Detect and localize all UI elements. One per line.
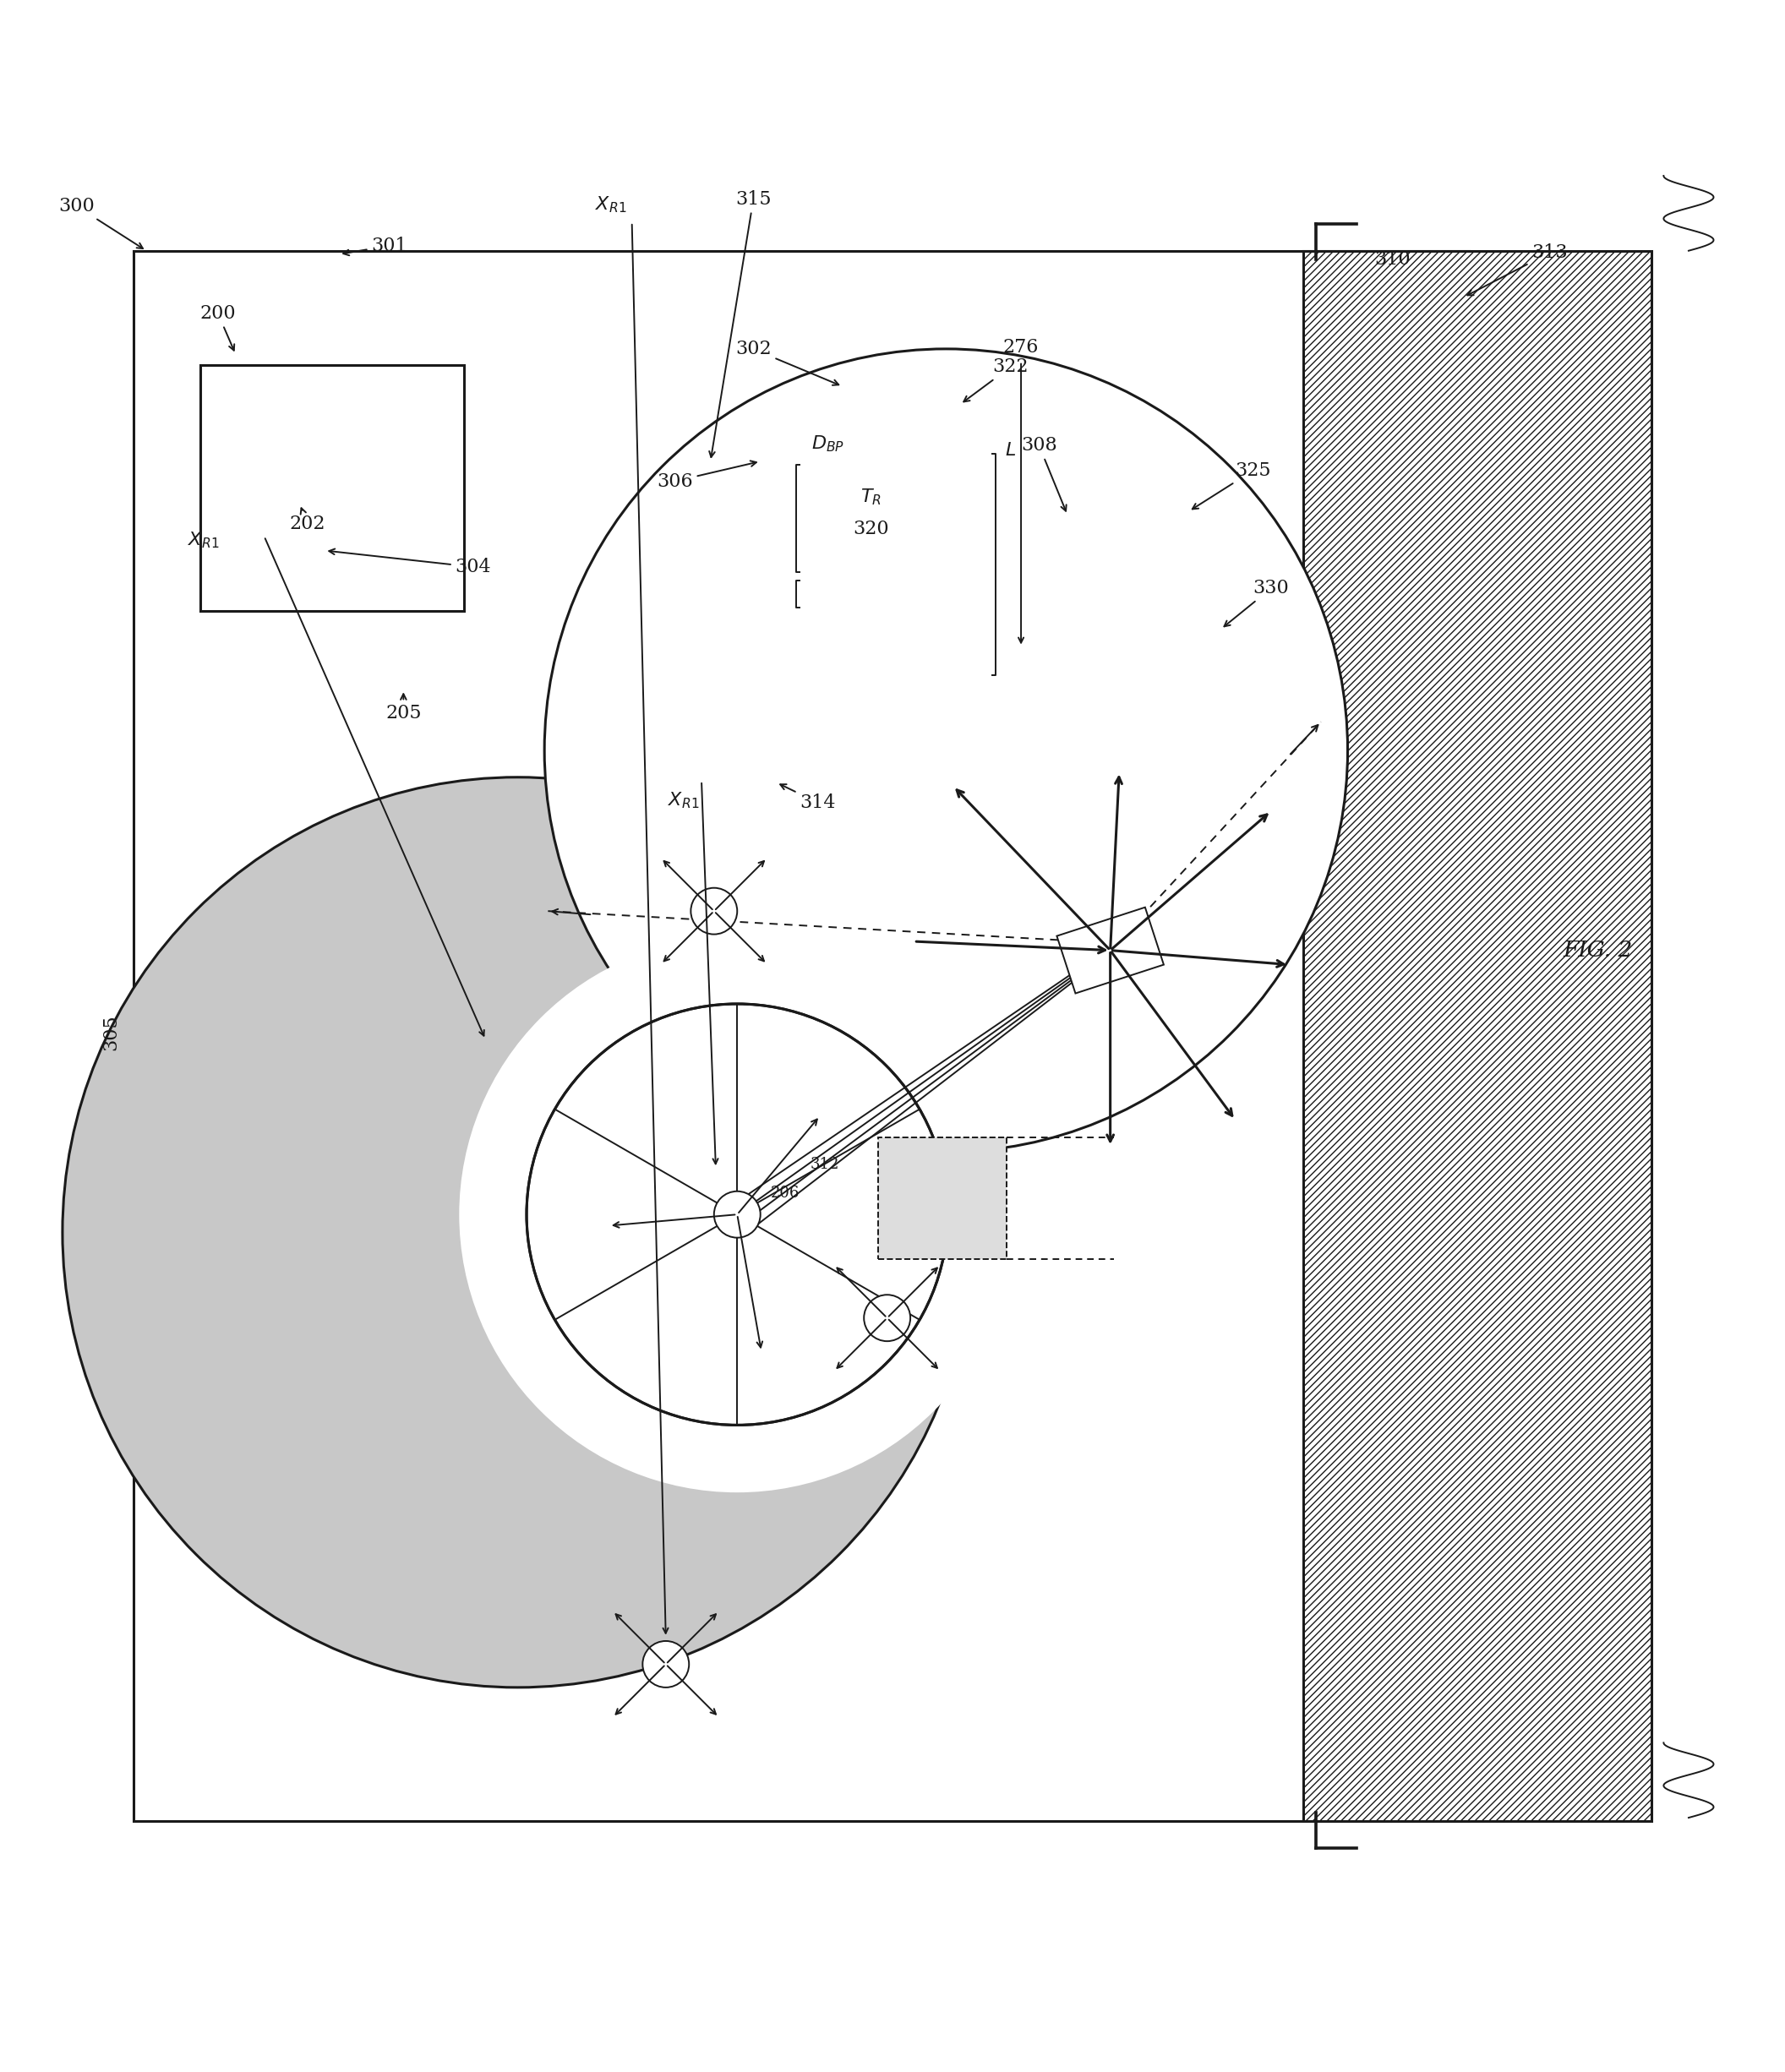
Text: 330: 330 (1225, 578, 1289, 626)
Text: 205: 205 (386, 694, 421, 723)
Bar (200, 365, 464, 611)
Text: 305: 305 (102, 1015, 120, 1051)
Text: 302: 302 (735, 340, 839, 385)
Bar (878, 1138, 1007, 1260)
Text: 308: 308 (1021, 437, 1066, 512)
Circle shape (643, 1641, 689, 1687)
Text: FIG. 2: FIG. 2 (1564, 941, 1631, 961)
Text: 320: 320 (853, 520, 889, 539)
Circle shape (62, 777, 973, 1687)
Text: 306: 306 (657, 460, 757, 491)
Text: 312: 312 (810, 1156, 839, 1173)
Bar (1303, 251, 1651, 1821)
Bar (134, 251, 1469, 1821)
Text: $X_{R1}$: $X_{R1}$ (187, 530, 220, 549)
Text: 300: 300 (59, 197, 143, 249)
Circle shape (691, 889, 737, 934)
Polygon shape (1057, 908, 1164, 992)
Circle shape (864, 1295, 910, 1341)
Text: 276: 276 (1003, 338, 1039, 356)
Circle shape (527, 1003, 948, 1426)
Text: 301: 301 (343, 236, 407, 255)
Text: $X_{R1}$: $X_{R1}$ (668, 789, 700, 810)
Circle shape (459, 937, 1016, 1492)
Text: $D_{BP}$: $D_{BP}$ (812, 433, 844, 454)
Text: $X_{R1}$: $X_{R1}$ (594, 195, 627, 213)
Text: 322: 322 (964, 358, 1028, 402)
Text: $L$: $L$ (1005, 441, 1016, 460)
Text: 315: 315 (709, 191, 771, 458)
Text: $T_R$: $T_R$ (860, 487, 882, 508)
Text: 310: 310 (1374, 251, 1410, 269)
Text: 200: 200 (200, 305, 236, 350)
Text: 304: 304 (328, 549, 491, 576)
Text: 206: 206 (771, 1185, 800, 1200)
Circle shape (714, 1191, 760, 1237)
Text: 325: 325 (1192, 462, 1271, 510)
Circle shape (544, 348, 1348, 1152)
Text: 313: 313 (1467, 244, 1567, 294)
Text: 314: 314 (780, 785, 835, 812)
Text: 202: 202 (289, 508, 325, 533)
